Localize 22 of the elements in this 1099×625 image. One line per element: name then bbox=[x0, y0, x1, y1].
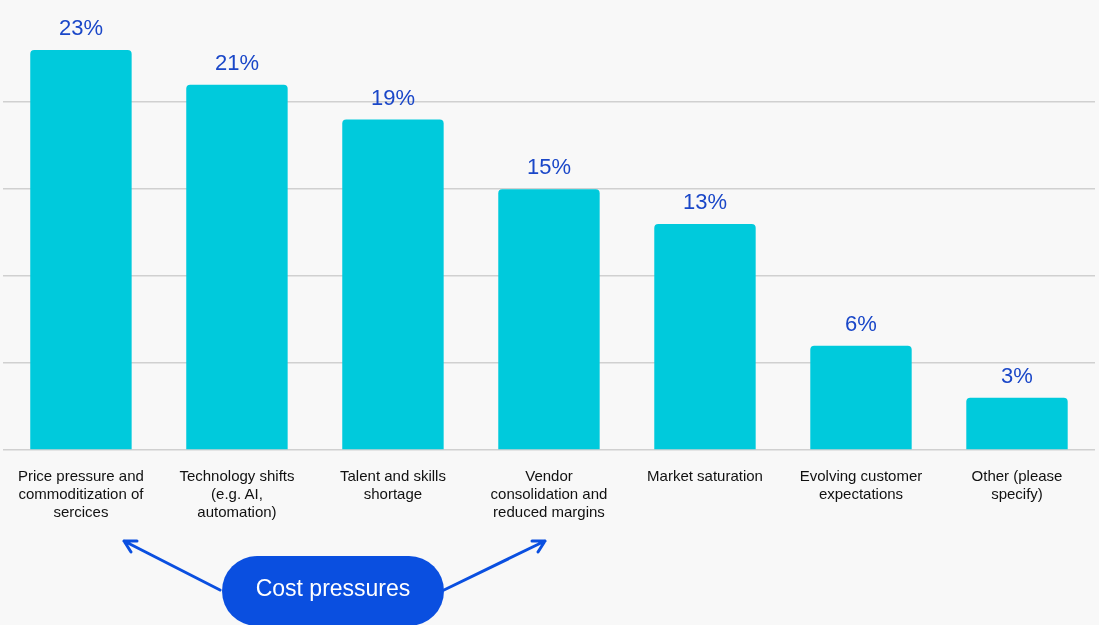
bar bbox=[654, 223, 756, 450]
data-label: 6% bbox=[845, 310, 877, 336]
bar bbox=[498, 189, 600, 450]
bar bbox=[342, 119, 444, 450]
data-label: 3% bbox=[1001, 362, 1033, 388]
x-tick-label: Talent and skills shortage bbox=[340, 467, 446, 503]
bar bbox=[966, 397, 1068, 450]
bar bbox=[186, 84, 288, 450]
x-tick-label: Other (please specify) bbox=[971, 467, 1063, 503]
data-label: 13% bbox=[682, 188, 727, 214]
bar bbox=[30, 50, 132, 450]
data-label: 15% bbox=[526, 154, 571, 180]
x-tick-label: Technology shifts (e.g. AI, automation) bbox=[179, 467, 295, 521]
x-tick-label: Evolving customer expectations bbox=[799, 467, 923, 503]
data-label: 21% bbox=[214, 49, 259, 75]
data-label: 19% bbox=[370, 84, 415, 110]
x-tick-label: Market saturation bbox=[647, 467, 763, 485]
x-tick-label: Vendor consolidation and reduced margins bbox=[490, 467, 608, 521]
data-label: 23% bbox=[58, 15, 103, 41]
text: Cost pressures bbox=[222, 556, 444, 625]
bar bbox=[810, 345, 912, 450]
x-tick-label: Price pressure and commoditization of sercices bbox=[17, 467, 145, 521]
